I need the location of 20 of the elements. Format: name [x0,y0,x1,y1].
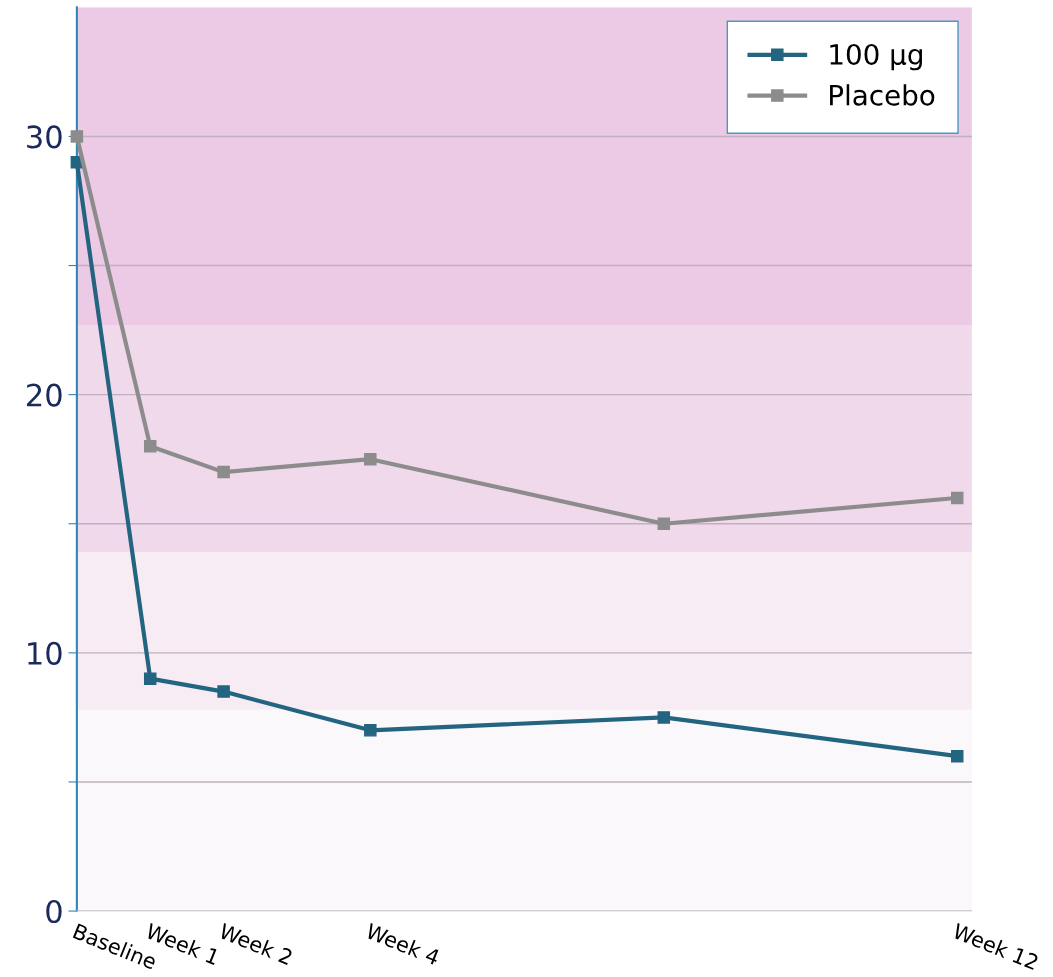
y-tick-label: 20 [27,383,62,407]
legend-label: Placebo [830,84,935,106]
y-tick-label: 30 [27,125,62,149]
point [950,749,964,763]
point [70,130,84,143]
x-tick-label: Week 2 [218,922,294,966]
point [657,517,671,530]
x-tick-label: Week 4 [364,922,441,966]
point [143,672,157,685]
point [364,452,377,466]
x-tick-label: Week 12 [951,922,1039,971]
point [657,711,671,724]
point [364,724,377,737]
point [143,440,157,453]
legend-label: 100 µg [830,43,922,71]
y-tick-label: 10 [28,641,62,665]
point [950,491,964,505]
point [217,465,230,479]
point [217,685,230,698]
y-tick-label: 0 [46,899,62,924]
